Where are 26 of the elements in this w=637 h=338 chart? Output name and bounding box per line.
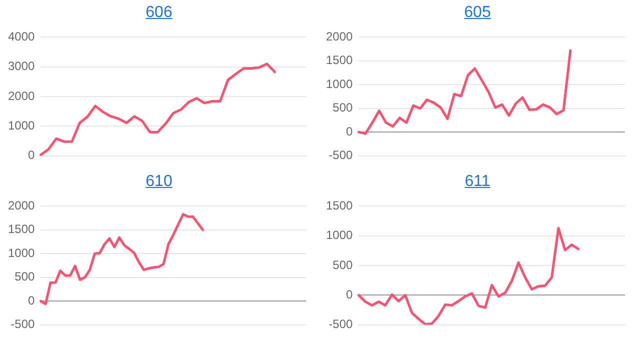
y-tick-label: 3000 bbox=[8, 59, 36, 74]
y-tick-label: 0 bbox=[346, 124, 354, 138]
y-tick-label: 2000 bbox=[8, 198, 36, 213]
y-tick-label: -500 bbox=[10, 317, 36, 332]
y-tick-label: 4000 bbox=[8, 30, 36, 44]
y-tick-label: 1500 bbox=[8, 222, 36, 236]
y-tick-label: 1500 bbox=[326, 53, 354, 68]
y-tick-label: 0 bbox=[28, 148, 36, 162]
y-tick-label: 500 bbox=[332, 258, 354, 272]
y-tick-label: 1000 bbox=[8, 118, 36, 132]
y-tick-label: 0 bbox=[346, 287, 354, 302]
y-tick-label: 1000 bbox=[326, 228, 354, 242]
y-tick-label: 2000 bbox=[326, 30, 354, 44]
chart-title: 606 bbox=[144, 3, 174, 23]
y-tick-label: 500 bbox=[14, 270, 36, 284]
y-tick-label: -500 bbox=[328, 148, 354, 162]
chart-title: 610 bbox=[144, 172, 174, 192]
y-tick-label: -500 bbox=[328, 317, 354, 332]
y-tick-label: 1500 bbox=[326, 198, 354, 213]
chart-title: 605 bbox=[463, 3, 492, 23]
y-tick-label: 500 bbox=[332, 100, 354, 115]
y-tick-label: 1000 bbox=[8, 246, 36, 260]
y-tick-label: 0 bbox=[28, 293, 36, 308]
chart-title: 611 bbox=[464, 172, 492, 192]
y-tick-label: 2000 bbox=[8, 88, 36, 103]
y-tick-label: 1000 bbox=[326, 76, 354, 91]
